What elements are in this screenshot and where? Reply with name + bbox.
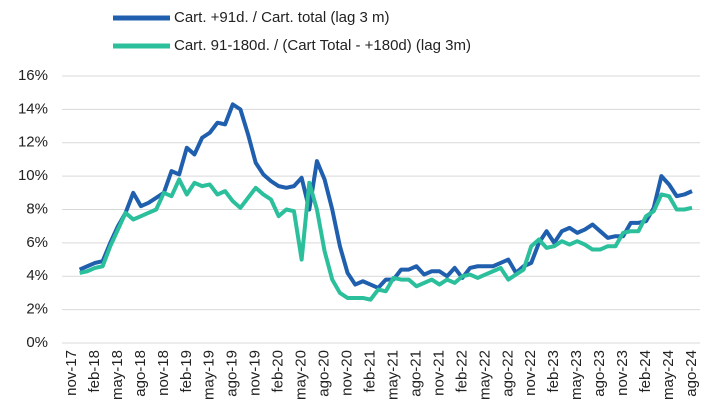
x-tick-label: ago-22 bbox=[499, 350, 516, 397]
y-tick-label: 8% bbox=[26, 200, 48, 217]
x-tick-label: may-18 bbox=[109, 350, 126, 400]
x-tick-label: nov-22 bbox=[522, 350, 539, 396]
x-tick-label: feb-23 bbox=[545, 350, 562, 393]
x-tick-label: feb-24 bbox=[637, 350, 654, 393]
x-tick-label: ago-24 bbox=[683, 350, 700, 397]
x-tick-label: feb-18 bbox=[86, 350, 103, 393]
x-tick-label: ago-21 bbox=[407, 350, 424, 397]
x-tick-label: nov-17 bbox=[63, 350, 80, 396]
x-tick-label: nov-20 bbox=[339, 350, 356, 396]
x-tick-label: may-22 bbox=[476, 350, 493, 400]
x-tick-label: may-24 bbox=[660, 350, 677, 400]
legend-label: Cart. 91-180d. / (Cart Total - +180d) (l… bbox=[174, 37, 471, 54]
y-tick-label: 4% bbox=[26, 267, 48, 284]
x-tick-label: nov-23 bbox=[614, 350, 631, 396]
x-tick-label: ago-18 bbox=[132, 350, 149, 397]
x-tick-label: ago-20 bbox=[316, 350, 333, 397]
x-tick-label: feb-19 bbox=[178, 350, 195, 393]
y-tick-label: 2% bbox=[26, 301, 48, 318]
x-tick-label: ago-19 bbox=[224, 350, 241, 397]
x-tick-label: may-20 bbox=[293, 350, 310, 400]
y-tick-label: 10% bbox=[18, 167, 48, 184]
x-tick-label: nov-19 bbox=[247, 350, 264, 396]
x-tick-label: may-23 bbox=[568, 350, 585, 400]
x-tick-label: nov-18 bbox=[155, 350, 172, 396]
x-tick-label: may-19 bbox=[201, 350, 218, 400]
y-tick-label: 0% bbox=[26, 334, 48, 351]
y-tick-label: 14% bbox=[18, 100, 48, 117]
y-tick-label: 6% bbox=[26, 234, 48, 251]
x-tick-label: ago-23 bbox=[591, 350, 608, 397]
x-tick-label: feb-22 bbox=[453, 350, 470, 393]
y-tick-label: 16% bbox=[18, 67, 48, 84]
x-tick-label: feb-21 bbox=[361, 350, 378, 393]
series-line bbox=[78, 102, 693, 290]
legend-label: Cart. +91d. / Cart. total (lag 3 m) bbox=[174, 9, 390, 26]
x-tick-label: feb-20 bbox=[270, 350, 287, 393]
y-tick-label: 12% bbox=[18, 134, 48, 151]
series-line bbox=[79, 177, 693, 302]
x-tick-label: may-21 bbox=[384, 350, 401, 400]
x-tick-label: nov-21 bbox=[430, 350, 447, 396]
